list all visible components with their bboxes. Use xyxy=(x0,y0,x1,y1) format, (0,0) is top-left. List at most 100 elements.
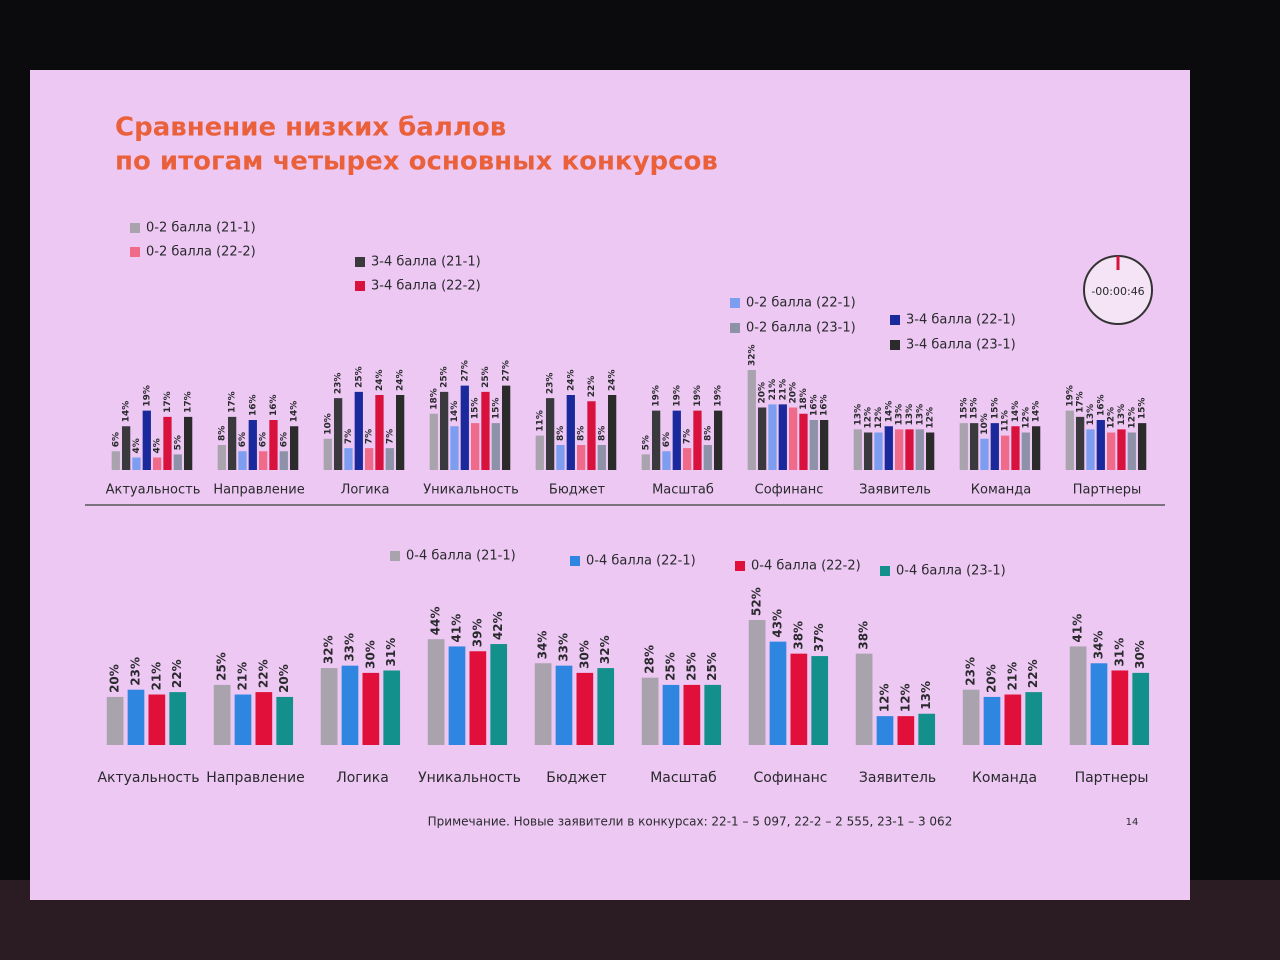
category-label: Масштаб xyxy=(650,770,717,786)
bar xyxy=(396,395,405,470)
category-label: Актуальность xyxy=(97,770,199,786)
bar xyxy=(905,429,914,470)
value-label: 15% xyxy=(471,398,481,420)
bar xyxy=(556,445,565,470)
legend-label: 0-2 балла (22-1) xyxy=(746,296,856,311)
bar xyxy=(1086,429,1095,470)
value-label: 13% xyxy=(915,404,925,426)
bar xyxy=(234,694,252,745)
value-label: 23% xyxy=(546,373,556,395)
bar xyxy=(820,420,829,470)
bar xyxy=(895,429,904,470)
legend-swatch xyxy=(570,556,580,566)
category-label: Логика xyxy=(341,483,390,498)
value-label: 52% xyxy=(750,587,764,616)
value-label: 25% xyxy=(440,366,450,388)
value-label: 32% xyxy=(747,344,757,366)
value-label: 8% xyxy=(556,426,566,441)
category-label: Команда xyxy=(972,770,1037,786)
value-label: 27% xyxy=(460,360,470,382)
value-label: 25% xyxy=(663,652,677,681)
legend-label: 0-2 балла (21-1) xyxy=(146,221,256,236)
legend-label: 3-4 балла (22-1) xyxy=(906,313,1016,328)
bar xyxy=(502,385,511,470)
value-label: 21% xyxy=(768,379,778,401)
value-label: 13% xyxy=(919,681,933,710)
value-label: 19% xyxy=(652,385,662,407)
bar xyxy=(983,696,1001,745)
bar xyxy=(341,665,359,745)
bar xyxy=(969,423,979,470)
value-label: 20% xyxy=(277,664,291,693)
bar xyxy=(276,696,294,745)
bar xyxy=(874,432,883,470)
value-label: 28% xyxy=(643,645,657,674)
bar xyxy=(227,416,237,470)
bar xyxy=(576,672,594,745)
bar xyxy=(897,716,915,745)
value-label: 12% xyxy=(1127,407,1137,429)
bar xyxy=(169,692,187,745)
bar xyxy=(863,432,873,470)
bar xyxy=(121,426,131,470)
value-label: 24% xyxy=(396,369,406,391)
value-label: 21% xyxy=(149,662,163,691)
value-label: 23% xyxy=(964,657,978,686)
bar xyxy=(173,454,182,470)
value-label: 25% xyxy=(215,652,229,681)
value-label: 7% xyxy=(365,429,375,444)
value-label: 17% xyxy=(184,391,194,413)
value-label: 10% xyxy=(980,413,990,435)
bar xyxy=(714,410,723,470)
value-label: 4% xyxy=(132,438,142,453)
value-label: 12% xyxy=(1107,407,1117,429)
bar xyxy=(789,407,798,470)
bar xyxy=(111,451,120,470)
value-label: 33% xyxy=(342,633,356,662)
value-label: 33% xyxy=(556,633,570,662)
value-label: 24% xyxy=(375,369,385,391)
bar xyxy=(980,438,989,470)
value-label: 22% xyxy=(170,659,184,688)
value-label: 20% xyxy=(789,382,799,404)
value-label: 14% xyxy=(884,401,894,423)
value-label: 31% xyxy=(1112,638,1126,667)
bar xyxy=(915,429,924,470)
value-label: 30% xyxy=(577,640,591,669)
bar xyxy=(662,451,671,470)
bar xyxy=(535,435,544,470)
bar xyxy=(1065,410,1074,470)
legend-label: 0-4 балла (23-1) xyxy=(896,564,1006,579)
category-label: Направление xyxy=(206,770,304,786)
value-label: 41% xyxy=(449,614,463,643)
value-label: 16% xyxy=(820,394,830,416)
value-label: 22% xyxy=(1026,659,1040,688)
value-label: 37% xyxy=(812,623,826,652)
bar xyxy=(990,423,999,470)
bar xyxy=(259,451,268,470)
value-label: 16% xyxy=(1096,394,1106,416)
legend-swatch xyxy=(880,566,890,576)
slide-title: по итогам четырех основных конкурсов xyxy=(115,147,718,177)
bar xyxy=(651,410,661,470)
value-label: 13% xyxy=(905,404,915,426)
value-label: 12% xyxy=(1021,407,1031,429)
bar xyxy=(884,426,893,470)
value-label: 42% xyxy=(491,611,505,640)
bar xyxy=(333,398,343,470)
value-label: 6% xyxy=(662,432,672,447)
value-label: 43% xyxy=(770,609,784,638)
legend-label: 3-4 балла (23-1) xyxy=(906,338,1016,353)
value-label: 8% xyxy=(217,426,227,441)
bar xyxy=(790,653,808,745)
value-label: 19% xyxy=(714,385,724,407)
legend-swatch xyxy=(890,315,900,325)
value-label: 21% xyxy=(1005,662,1019,691)
value-label: 12% xyxy=(877,683,891,712)
category-label: Уникальность xyxy=(423,483,519,498)
category-label: Софинанс xyxy=(755,483,824,498)
bar xyxy=(320,668,338,745)
value-label: 10% xyxy=(323,413,333,435)
bar xyxy=(747,370,756,470)
category-label: Уникальность xyxy=(418,770,521,786)
